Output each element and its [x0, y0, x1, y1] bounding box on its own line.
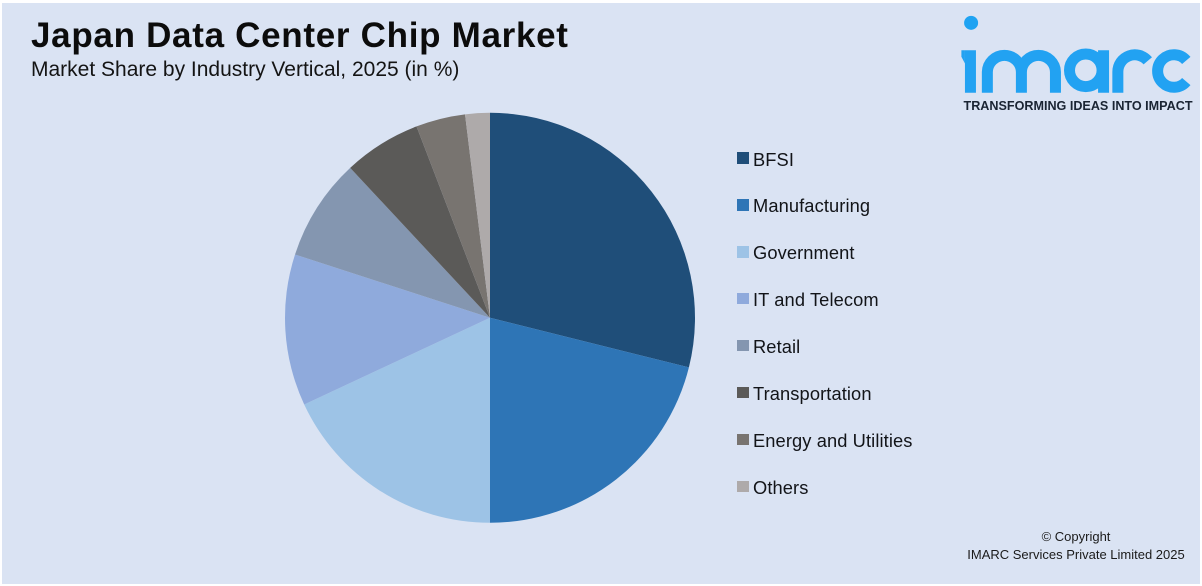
- svg-text:TRANSFORMING IDEAS INTO IMPACT: TRANSFORMING IDEAS INTO IMPACT: [964, 99, 1193, 113]
